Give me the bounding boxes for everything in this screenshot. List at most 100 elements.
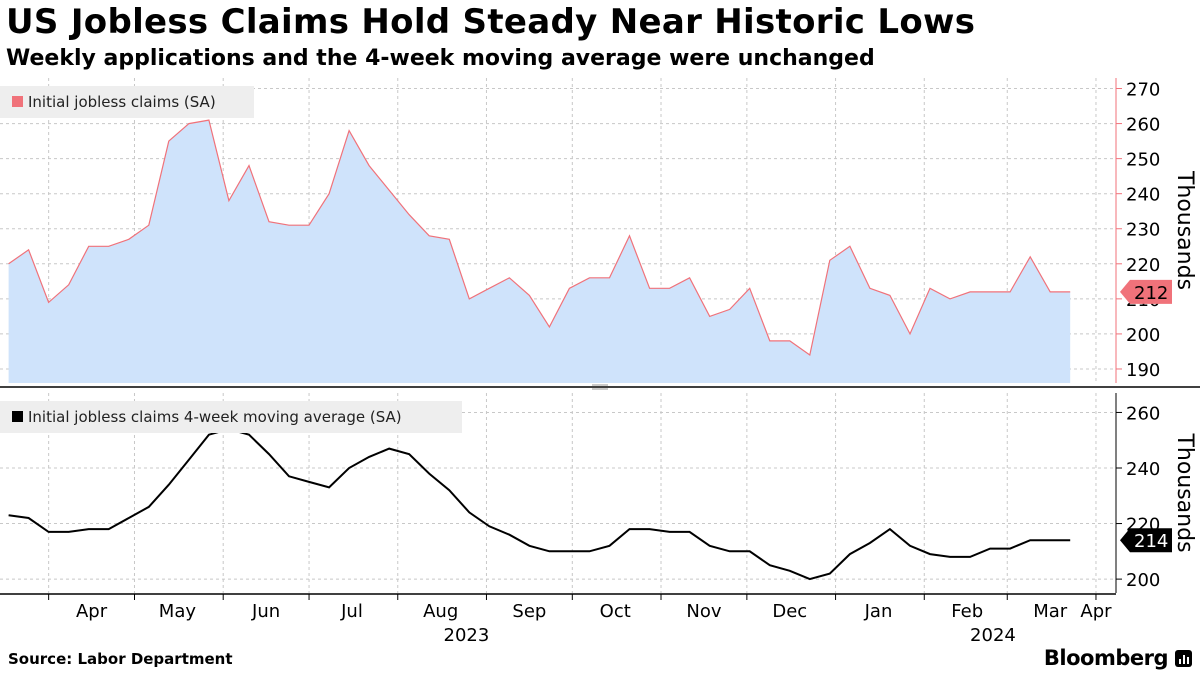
data-point[interactable] bbox=[546, 548, 552, 554]
data-point[interactable] bbox=[566, 548, 572, 554]
data-point[interactable] bbox=[406, 212, 412, 218]
data-point[interactable] bbox=[827, 257, 833, 263]
data-point[interactable] bbox=[226, 198, 232, 204]
data-point[interactable] bbox=[126, 236, 132, 242]
data-point[interactable] bbox=[306, 222, 312, 228]
data-point[interactable] bbox=[707, 543, 713, 549]
data-point[interactable] bbox=[426, 233, 432, 239]
data-point[interactable] bbox=[306, 479, 312, 485]
data-point[interactable] bbox=[967, 554, 973, 560]
data-point[interactable] bbox=[1007, 289, 1013, 295]
data-point[interactable] bbox=[86, 526, 92, 532]
data-point[interactable] bbox=[607, 543, 613, 549]
data-point[interactable] bbox=[947, 554, 953, 560]
data-point[interactable] bbox=[286, 222, 292, 228]
data-point[interactable] bbox=[6, 512, 12, 518]
data-point[interactable] bbox=[506, 532, 512, 538]
data-point[interactable] bbox=[827, 571, 833, 577]
data-point[interactable] bbox=[927, 285, 933, 291]
data-point[interactable] bbox=[406, 451, 412, 457]
data-point[interactable] bbox=[526, 543, 532, 549]
data-point[interactable] bbox=[466, 509, 472, 515]
data-point[interactable] bbox=[1047, 537, 1053, 543]
data-point[interactable] bbox=[807, 352, 813, 358]
data-point[interactable] bbox=[847, 243, 853, 249]
data-point[interactable] bbox=[727, 306, 733, 312]
data-point[interactable] bbox=[546, 324, 552, 330]
data-point[interactable] bbox=[907, 543, 913, 549]
data-point[interactable] bbox=[386, 187, 392, 193]
data-point[interactable] bbox=[586, 548, 592, 554]
data-point[interactable] bbox=[386, 446, 392, 452]
data-point[interactable] bbox=[166, 138, 172, 144]
data-point[interactable] bbox=[186, 457, 192, 463]
data-point[interactable] bbox=[106, 526, 112, 532]
data-point[interactable] bbox=[426, 471, 432, 477]
data-point[interactable] bbox=[286, 473, 292, 479]
data-point[interactable] bbox=[687, 275, 693, 281]
data-point[interactable] bbox=[887, 526, 893, 532]
data-point[interactable] bbox=[767, 338, 773, 344]
data-point[interactable] bbox=[466, 296, 472, 302]
data-point[interactable] bbox=[1027, 254, 1033, 260]
data-point[interactable] bbox=[566, 285, 572, 291]
data-point[interactable] bbox=[987, 546, 993, 552]
data-point[interactable] bbox=[887, 292, 893, 298]
data-point[interactable] bbox=[26, 247, 32, 253]
data-point[interactable] bbox=[847, 551, 853, 557]
data-point[interactable] bbox=[607, 275, 613, 281]
data-point[interactable] bbox=[146, 222, 152, 228]
data-point[interactable] bbox=[627, 526, 633, 532]
data-point[interactable] bbox=[126, 515, 132, 521]
data-point[interactable] bbox=[46, 529, 52, 535]
data-point[interactable] bbox=[1027, 537, 1033, 543]
data-point[interactable] bbox=[106, 243, 112, 249]
data-point[interactable] bbox=[586, 275, 592, 281]
data-point[interactable] bbox=[687, 529, 693, 535]
data-point[interactable] bbox=[266, 451, 272, 457]
data-point[interactable] bbox=[326, 484, 332, 490]
data-point[interactable] bbox=[166, 482, 172, 488]
data-point[interactable] bbox=[807, 576, 813, 582]
data-point[interactable] bbox=[1067, 289, 1073, 295]
data-point[interactable] bbox=[526, 292, 532, 298]
data-point[interactable] bbox=[787, 568, 793, 574]
data-point[interactable] bbox=[486, 285, 492, 291]
data-point[interactable] bbox=[246, 163, 252, 169]
data-point[interactable] bbox=[346, 128, 352, 134]
data-point[interactable] bbox=[987, 289, 993, 295]
data-point[interactable] bbox=[86, 243, 92, 249]
data-point[interactable] bbox=[446, 236, 452, 242]
data-point[interactable] bbox=[6, 261, 12, 267]
data-point[interactable] bbox=[747, 285, 753, 291]
data-point[interactable] bbox=[366, 163, 372, 169]
data-point[interactable] bbox=[647, 526, 653, 532]
data-point[interactable] bbox=[146, 504, 152, 510]
data-point[interactable] bbox=[727, 548, 733, 554]
data-point[interactable] bbox=[66, 282, 72, 288]
data-point[interactable] bbox=[907, 331, 913, 337]
data-point[interactable] bbox=[326, 191, 332, 197]
data-point[interactable] bbox=[667, 529, 673, 535]
data-point[interactable] bbox=[867, 540, 873, 546]
data-point[interactable] bbox=[647, 285, 653, 291]
data-point[interactable] bbox=[767, 562, 773, 568]
data-point[interactable] bbox=[66, 529, 72, 535]
data-point[interactable] bbox=[446, 487, 452, 493]
data-point[interactable] bbox=[747, 548, 753, 554]
data-point[interactable] bbox=[46, 299, 52, 305]
data-point[interactable] bbox=[1007, 546, 1013, 552]
data-point[interactable] bbox=[947, 296, 953, 302]
data-point[interactable] bbox=[927, 551, 933, 557]
data-point[interactable] bbox=[486, 523, 492, 529]
data-point[interactable] bbox=[346, 465, 352, 471]
data-point[interactable] bbox=[506, 275, 512, 281]
data-point[interactable] bbox=[967, 289, 973, 295]
data-point[interactable] bbox=[627, 233, 633, 239]
data-point[interactable] bbox=[787, 338, 793, 344]
data-point[interactable] bbox=[1047, 289, 1053, 295]
data-point[interactable] bbox=[266, 219, 272, 225]
data-point[interactable] bbox=[366, 454, 372, 460]
data-point[interactable] bbox=[186, 121, 192, 127]
data-point[interactable] bbox=[26, 515, 32, 521]
